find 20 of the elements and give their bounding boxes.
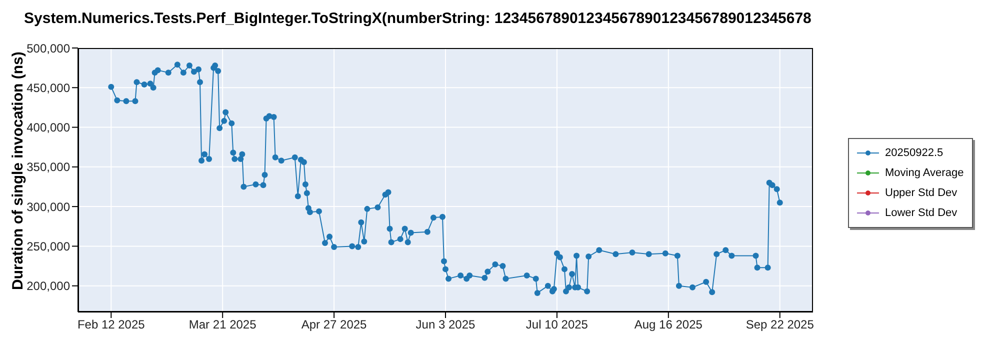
x-tick-label: Sep 22 2025 [746,318,814,332]
y-tick-label: 250,000 [26,239,70,254]
legend-label: Lower Std Dev [885,207,958,219]
y-tick-label: 200,000 [26,279,70,294]
y-tick-label: 400,000 [26,120,70,135]
x-tick-label: Jul 10 2025 [526,318,588,332]
y-tick-label: 500,000 [26,41,70,56]
y-tick-label: 450,000 [26,80,70,95]
x-tick-label: Apr 27 2025 [301,318,368,332]
y-axis-title: Duration of single invocation (ns) [9,52,26,290]
x-tick-label: Jun 3 2025 [416,318,476,332]
x-tick-label: Aug 16 2025 [634,318,703,332]
x-tick-label: Mar 21 2025 [188,318,257,332]
y-tick-label: 300,000 [26,200,70,214]
x-tick-label: Feb 12 2025 [77,318,146,332]
legend-label: Upper Std Dev [885,187,958,199]
chart-title: System.Numerics.Tests.Perf_BigInteger.ToStringX(numberString: 12345678901234567890123456789012345678 [23,9,812,29]
legend-label: Moving Average [885,167,964,179]
y-tick-label: 350,000 [26,160,70,174]
legend-label: 20250922.5 [885,147,944,159]
